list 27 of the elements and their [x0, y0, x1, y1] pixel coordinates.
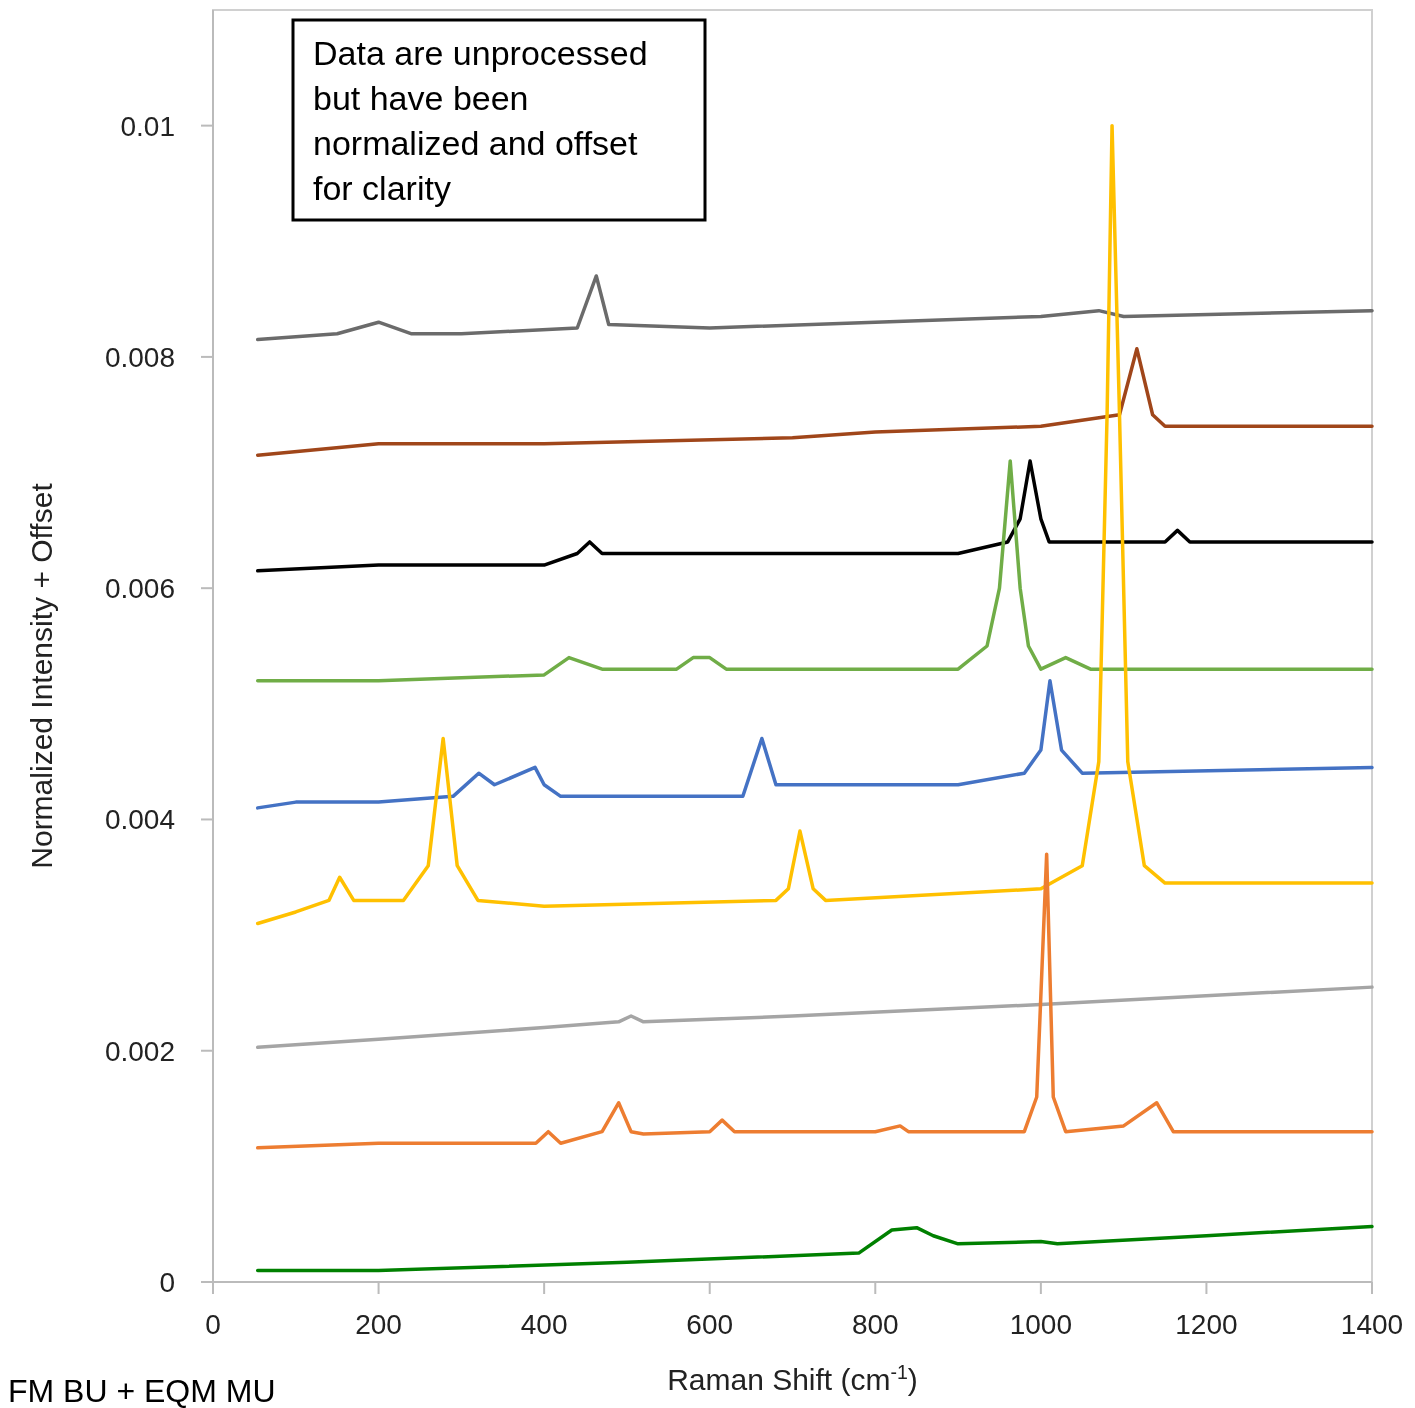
line-series [255, 347, 1374, 457]
line-series [255, 852, 1374, 1150]
y-tick-label: 0.01 [120, 110, 175, 142]
y-tick-label: 0.004 [104, 804, 175, 836]
x-tick-label: 800 [851, 1309, 899, 1340]
line-series [255, 123, 1374, 926]
x-tick-label: 0 [205, 1309, 221, 1340]
x-tick-label: 1000 [1009, 1309, 1073, 1340]
x-tick-label: 200 [355, 1309, 402, 1340]
x-tick-label: 600 [686, 1309, 734, 1340]
y-tick-label: 0.006 [104, 573, 175, 605]
line-series [255, 274, 1374, 342]
y-tick-label: 0.002 [104, 1035, 175, 1067]
x-tick-label: 400 [520, 1309, 568, 1340]
text: FM BU + EQM MU [8, 1373, 276, 1408]
line-series [255, 985, 1374, 1050]
x-axis-title: Raman Shift (cm$^{-1}$) [667, 1361, 918, 1396]
y-axis-title: Normalized Intensity + Offset [25, 482, 58, 869]
line-series [255, 678, 1374, 810]
y-tick-label: 0 [159, 1267, 175, 1298]
line-series [255, 459, 1374, 683]
y-tick-label: 0.008 [104, 341, 175, 373]
x-tick-label: 1400 [1340, 1309, 1404, 1340]
line-series [255, 1224, 1374, 1273]
x-tick-label: 1200 [1175, 1309, 1238, 1340]
annotation: Data are unprocessed but have been normalized and offset for clarity [313, 34, 648, 207]
line-series [255, 459, 1374, 573]
